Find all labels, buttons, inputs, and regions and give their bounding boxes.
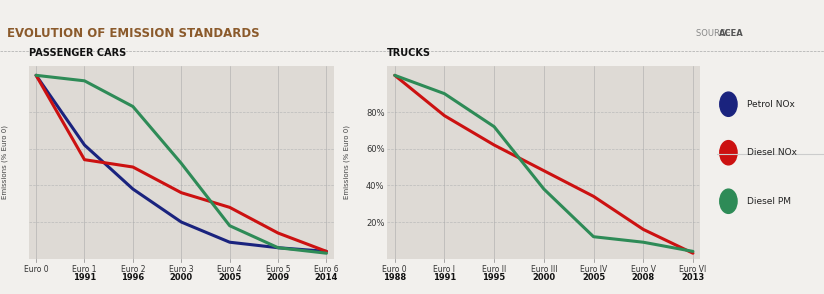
Text: 2014: 2014: [315, 273, 338, 282]
Text: 2013: 2013: [681, 273, 705, 282]
Circle shape: [719, 92, 737, 116]
Text: Euro 3: Euro 3: [169, 265, 194, 274]
Text: Euro 0: Euro 0: [24, 265, 49, 274]
Text: 1996: 1996: [121, 273, 144, 282]
Text: Euro 5: Euro 5: [266, 265, 290, 274]
Circle shape: [719, 189, 737, 213]
Text: 1991: 1991: [433, 273, 456, 282]
Text: ACEA: ACEA: [719, 29, 743, 38]
Text: Diesel PM: Diesel PM: [747, 197, 791, 206]
Text: 2005: 2005: [218, 273, 241, 282]
Text: 1988: 1988: [383, 273, 406, 282]
Text: Euro VI: Euro VI: [679, 265, 706, 274]
Text: 2008: 2008: [632, 273, 655, 282]
Text: Euro 2: Euro 2: [120, 265, 145, 274]
Text: Petrol NOx: Petrol NOx: [747, 100, 795, 109]
Text: Euro II: Euro II: [482, 265, 506, 274]
Text: Emissions (% Euro 0): Emissions (% Euro 0): [1, 126, 7, 199]
Text: Euro 6: Euro 6: [314, 265, 339, 274]
Text: Euro 1: Euro 1: [73, 265, 96, 274]
Text: PASSENGER CARS: PASSENGER CARS: [29, 49, 126, 59]
Text: 2000: 2000: [170, 273, 193, 282]
Text: 2000: 2000: [532, 273, 555, 282]
Text: EVOLUTION OF EMISSION STANDARDS: EVOLUTION OF EMISSION STANDARDS: [7, 27, 260, 40]
Text: Euro V: Euro V: [630, 265, 656, 274]
Text: SOURCE:: SOURCE:: [696, 29, 737, 38]
Text: Euro I: Euro I: [433, 265, 456, 274]
Circle shape: [719, 141, 737, 165]
Text: 2009: 2009: [266, 273, 289, 282]
Text: Emissions (% Euro 0): Emissions (% Euro 0): [344, 126, 350, 199]
Text: Euro IV: Euro IV: [580, 265, 607, 274]
Text: 1991: 1991: [73, 273, 96, 282]
Text: TRUCKS: TRUCKS: [387, 49, 431, 59]
Text: Euro 4: Euro 4: [218, 265, 242, 274]
Text: Euro 0: Euro 0: [382, 265, 407, 274]
Text: Euro III: Euro III: [531, 265, 557, 274]
Text: 2005: 2005: [582, 273, 605, 282]
Text: Diesel NOx: Diesel NOx: [747, 148, 797, 157]
Text: 1995: 1995: [483, 273, 506, 282]
